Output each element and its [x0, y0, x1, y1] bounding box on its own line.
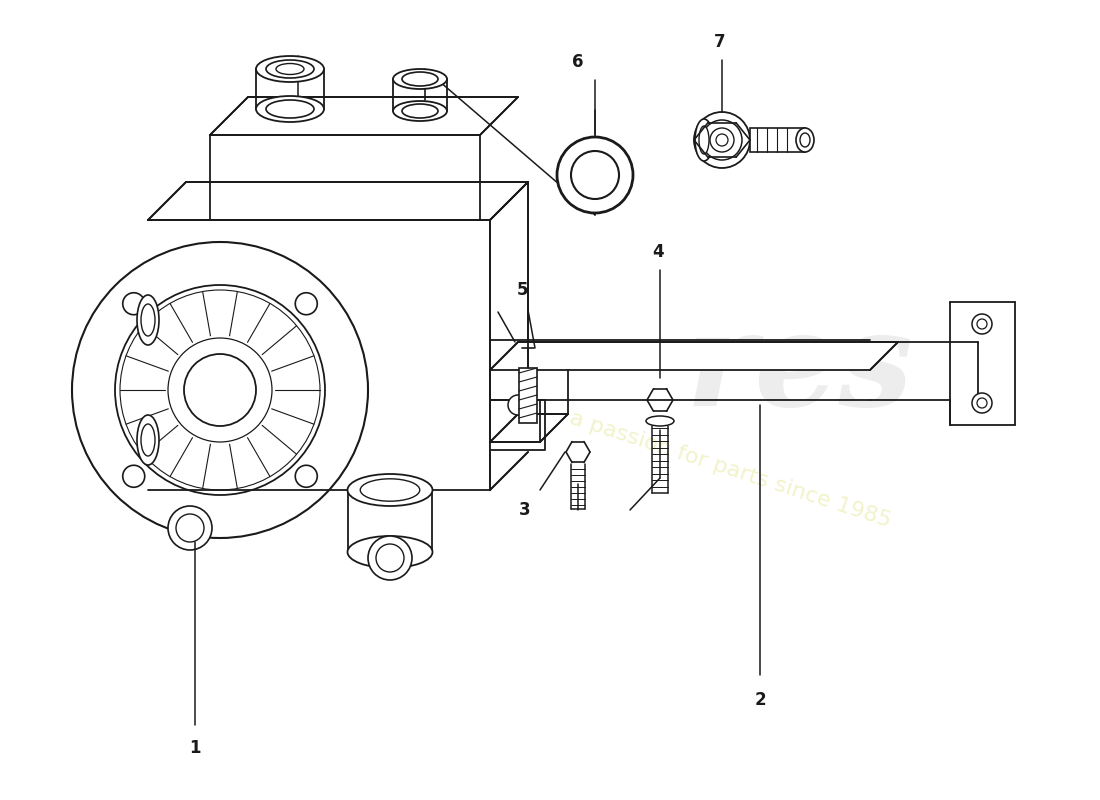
Ellipse shape [393, 69, 447, 89]
Circle shape [702, 120, 743, 160]
Ellipse shape [393, 101, 447, 121]
Circle shape [716, 134, 728, 146]
Circle shape [376, 544, 404, 572]
Circle shape [168, 506, 212, 550]
Bar [519, 368, 537, 423]
Circle shape [557, 137, 632, 213]
Ellipse shape [646, 416, 674, 426]
Polygon shape [490, 182, 528, 490]
Ellipse shape [695, 119, 713, 161]
Ellipse shape [698, 126, 710, 154]
Ellipse shape [276, 63, 304, 74]
Ellipse shape [266, 60, 314, 78]
Ellipse shape [402, 104, 438, 118]
Circle shape [295, 293, 317, 314]
Circle shape [972, 393, 992, 413]
Bar [750, 128, 805, 152]
Text: 7: 7 [714, 33, 726, 51]
Ellipse shape [138, 295, 160, 345]
Ellipse shape [402, 72, 438, 86]
Circle shape [972, 314, 992, 334]
Polygon shape [210, 97, 518, 135]
Polygon shape [490, 342, 898, 370]
Text: 3: 3 [519, 501, 531, 519]
Circle shape [123, 293, 145, 314]
Ellipse shape [256, 56, 324, 82]
Ellipse shape [141, 424, 155, 456]
Circle shape [508, 395, 528, 415]
Ellipse shape [141, 304, 155, 336]
Text: a passion for parts since 1985: a passion for parts since 1985 [566, 409, 893, 531]
Polygon shape [490, 414, 568, 442]
Ellipse shape [138, 415, 160, 465]
Polygon shape [490, 400, 544, 450]
Circle shape [571, 151, 619, 199]
Circle shape [694, 112, 750, 168]
Ellipse shape [796, 128, 814, 152]
Ellipse shape [800, 133, 810, 147]
Text: 1: 1 [189, 739, 200, 757]
Text: 5: 5 [516, 281, 528, 299]
Ellipse shape [348, 474, 432, 506]
Circle shape [710, 128, 734, 152]
Polygon shape [148, 182, 528, 220]
Circle shape [184, 354, 256, 426]
Ellipse shape [348, 536, 432, 568]
Ellipse shape [361, 478, 420, 501]
Circle shape [123, 466, 145, 487]
Text: 4: 4 [652, 243, 663, 261]
Circle shape [72, 242, 368, 538]
Text: res: res [686, 306, 914, 434]
Text: 6: 6 [572, 53, 584, 71]
Ellipse shape [266, 100, 314, 118]
Text: 2: 2 [755, 691, 766, 709]
Circle shape [295, 466, 317, 487]
Circle shape [176, 514, 204, 542]
Ellipse shape [256, 96, 324, 122]
Circle shape [368, 536, 412, 580]
